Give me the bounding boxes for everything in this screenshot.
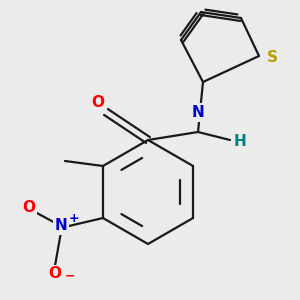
Text: O: O — [22, 200, 35, 215]
Text: +: + — [69, 212, 80, 224]
Text: N: N — [55, 218, 67, 233]
Text: O: O — [91, 95, 104, 110]
Text: O: O — [49, 266, 62, 281]
Text: N: N — [192, 105, 204, 120]
Text: H: H — [234, 134, 247, 149]
Text: −: − — [65, 269, 76, 283]
Text: S: S — [267, 50, 278, 65]
